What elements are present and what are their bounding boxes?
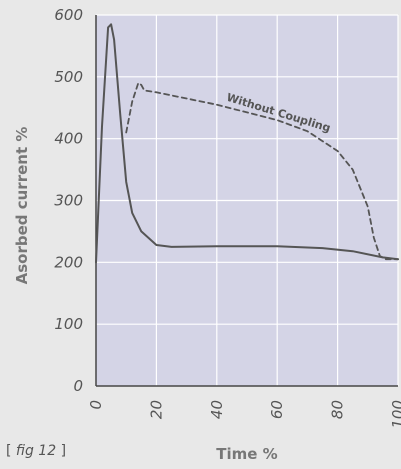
y-tick-label: 0: [73, 377, 83, 395]
x-tick-label: 40: [208, 400, 226, 419]
y-tick-label: 200: [54, 253, 83, 271]
series-line-with-coupling: [95, 23, 399, 264]
x-tick-label: 20: [147, 400, 165, 419]
y-tick-label: 500: [54, 68, 83, 86]
grid: [95, 14, 399, 387]
y-tick-labels: 0 100 200 300 400 500 600: [54, 6, 83, 395]
y-tick-label: 100: [54, 315, 83, 333]
figure-label-text: fig 12: [15, 443, 57, 459]
figure-label: [ fig 12 ]: [6, 443, 66, 459]
y-tick-label: 600: [54, 6, 83, 24]
x-tick-label: 0: [87, 400, 105, 410]
y-tick-label: 400: [54, 130, 83, 148]
figure-label-prefix: [: [6, 443, 16, 459]
y-axis-title: Asorbed current %: [13, 127, 31, 285]
x-tick-label: 100: [389, 400, 401, 429]
figure-label-suffix: ]: [56, 443, 67, 459]
axes: [95, 15, 398, 387]
series-group: [95, 23, 399, 264]
y-tick-label: 300: [54, 192, 83, 210]
series-line-without-coupling: [125, 82, 399, 261]
x-axis-title: Time %: [216, 445, 277, 463]
x-tick-labels: 0 20 40 60 80 100: [87, 400, 401, 429]
x-tick-label: 80: [329, 400, 347, 419]
x-tick-label: 60: [268, 400, 286, 419]
